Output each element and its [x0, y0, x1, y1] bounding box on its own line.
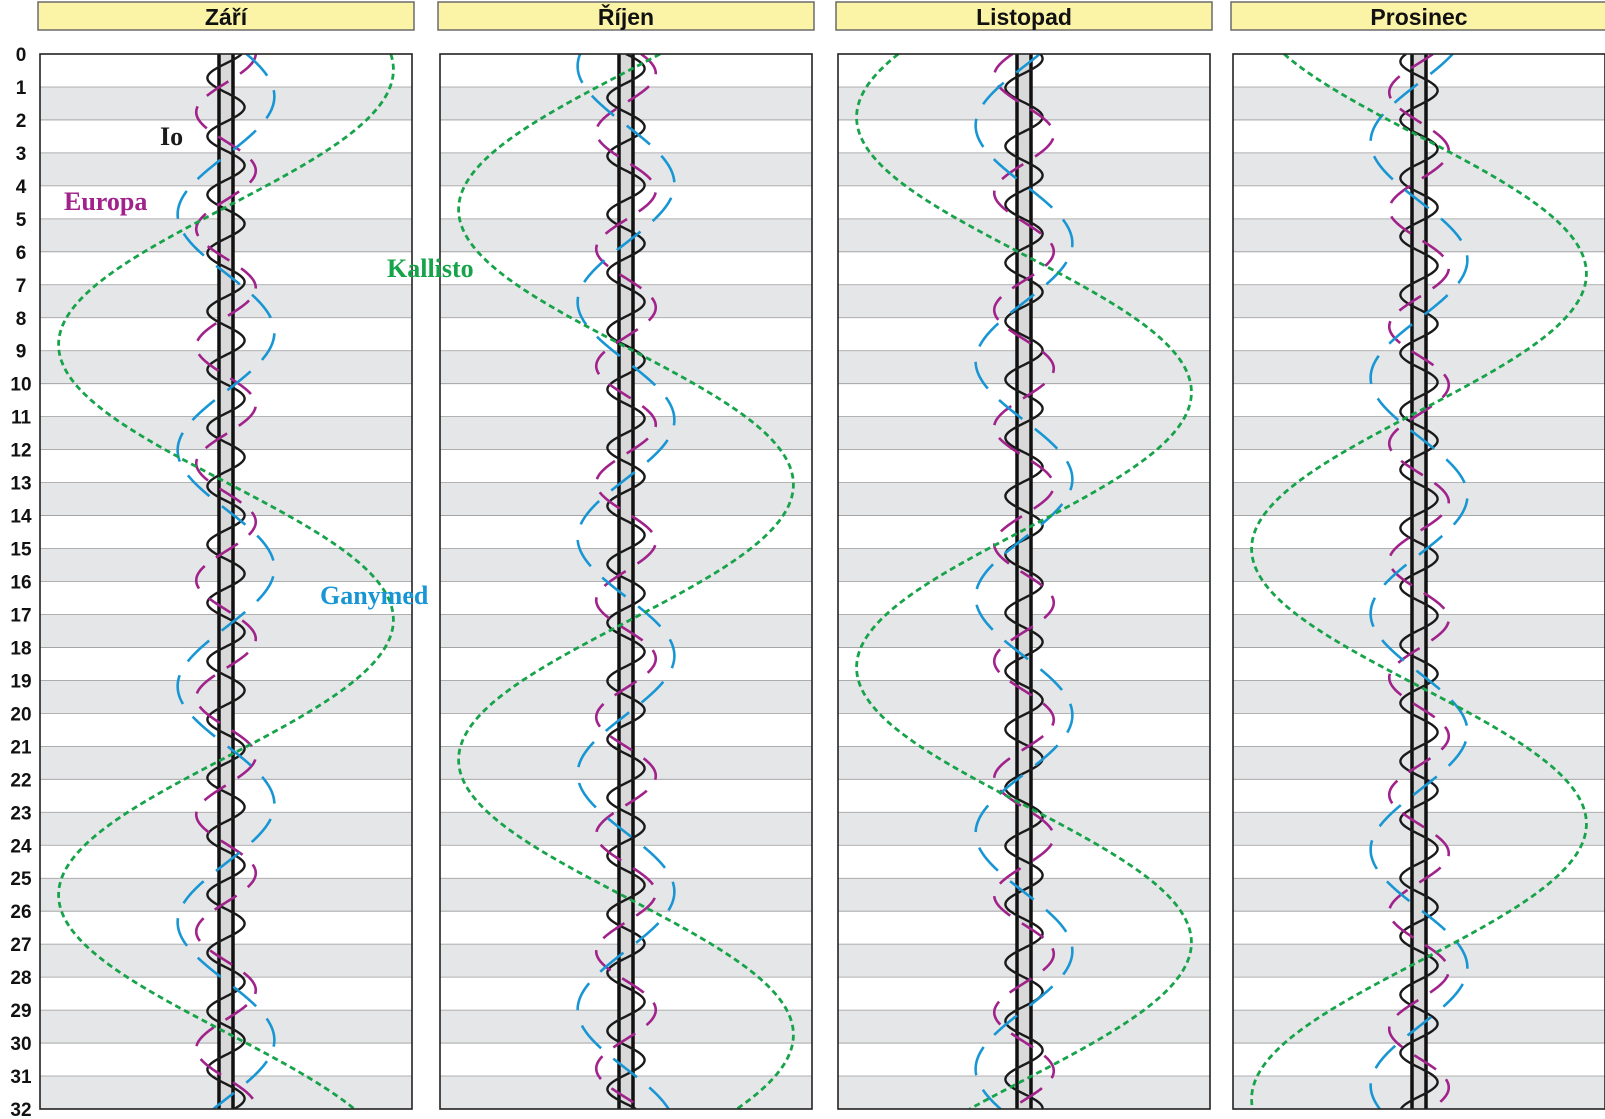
moon-labels: Io Europa Kallisto Ganymed: [64, 122, 474, 610]
kallisto-orbit-curve: [457, 54, 795, 1109]
europa-orbit-curve: [992, 54, 1056, 1109]
month-header-3: Prosinec: [1230, 1, 1605, 31]
day-tick-label: 28: [10, 968, 31, 989]
io-label: Io: [160, 122, 183, 151]
day-tick-label: 8: [16, 309, 27, 330]
panel-frame: [1232, 53, 1605, 1110]
month-header-0: Září: [37, 1, 415, 31]
ganymed-label: Ganymed: [320, 581, 429, 610]
month-header-1: Říjen: [437, 1, 815, 31]
jupiter-strip: [1017, 54, 1031, 1109]
day-tick-label: 13: [10, 474, 31, 495]
day-tick-label: 25: [10, 869, 32, 890]
ganymed-orbit-curve: [1369, 54, 1469, 1109]
kallisto-label: Kallisto: [387, 254, 474, 283]
io-orbit-curve: [206, 54, 246, 1109]
panel-frame: [439, 53, 813, 1110]
day-tick-label: 10: [10, 375, 31, 396]
day-tick-label: 19: [10, 671, 31, 692]
europa-label: Europa: [64, 187, 147, 216]
month-header-bg: [37, 1, 415, 31]
month-panel-3: [1232, 53, 1605, 1110]
day-tick-label: 5: [16, 210, 27, 231]
kallisto-orbit-curve: [57, 54, 395, 1109]
month-header-bg: [437, 1, 815, 31]
day-tick-label: 12: [10, 441, 31, 462]
day-tick-label: 27: [10, 935, 31, 956]
day-tick-label: 6: [16, 243, 27, 264]
day-tick-label: 26: [10, 902, 31, 923]
europa-orbit-curve: [194, 54, 258, 1109]
day-tick-label: 11: [11, 408, 32, 429]
europa-orbit-curve: [1387, 54, 1451, 1109]
day-tick-label: 2: [16, 111, 27, 132]
day-tick-label: 30: [10, 1034, 31, 1055]
kallisto-orbit-curve: [855, 54, 1193, 1109]
month-panel-1: [439, 53, 813, 1110]
month-header-2: Listopad: [835, 1, 1213, 31]
month-panels: [39, 53, 1605, 1110]
day-tick-label: 15: [10, 540, 32, 561]
day-tick-label: 1: [16, 78, 27, 99]
ganymed-orbit-curve: [576, 54, 676, 1109]
day-tick-label: 29: [10, 1001, 31, 1022]
day-tick-label: 17: [10, 605, 31, 626]
europa-orbit-curve: [594, 54, 658, 1109]
month-header-label: Září: [205, 4, 249, 30]
day-tick-label: 16: [10, 573, 31, 594]
month-header-bg: [1230, 1, 1605, 31]
month-panel-0: [39, 53, 413, 1110]
day-tick-label: 0: [16, 45, 27, 66]
io-orbit-curve: [606, 54, 646, 1109]
io-orbit-curve: [1004, 54, 1044, 1109]
month-header-label: Prosinec: [1370, 4, 1467, 30]
day-tick-label: 3: [16, 144, 27, 165]
day-axis: 0123456789101112131415161718192021222324…: [10, 45, 32, 1119]
day-tick-label: 4: [16, 177, 27, 198]
month-header-label: Říjen: [598, 3, 654, 30]
day-tick-label: 20: [10, 704, 31, 725]
day-tick-label: 32: [10, 1100, 31, 1119]
kallisto-orbit-curve: [1250, 54, 1588, 1109]
day-tick-label: 7: [16, 276, 27, 297]
day-tick-label: 21: [10, 737, 32, 758]
ganymed-orbit-curve: [176, 54, 276, 1109]
jupiter-strip: [1412, 54, 1426, 1109]
month-header-bg: [835, 1, 1213, 31]
ganymed-orbit-curve: [974, 54, 1074, 1109]
day-tick-label: 14: [10, 507, 32, 528]
panel-frame: [837, 53, 1211, 1110]
day-tick-label: 31: [10, 1067, 32, 1088]
day-tick-label: 23: [10, 803, 31, 824]
month-headers: Září Říjen Listopad Prosinec: [37, 1, 1605, 31]
day-tick-label: 18: [10, 638, 31, 659]
day-tick-label: 22: [10, 770, 31, 791]
day-tick-label: 24: [10, 836, 32, 857]
day-tick-label: 9: [16, 342, 27, 363]
panel-frame: [39, 53, 413, 1110]
month-header-label: Listopad: [976, 4, 1072, 30]
month-panel-2: [837, 53, 1211, 1110]
